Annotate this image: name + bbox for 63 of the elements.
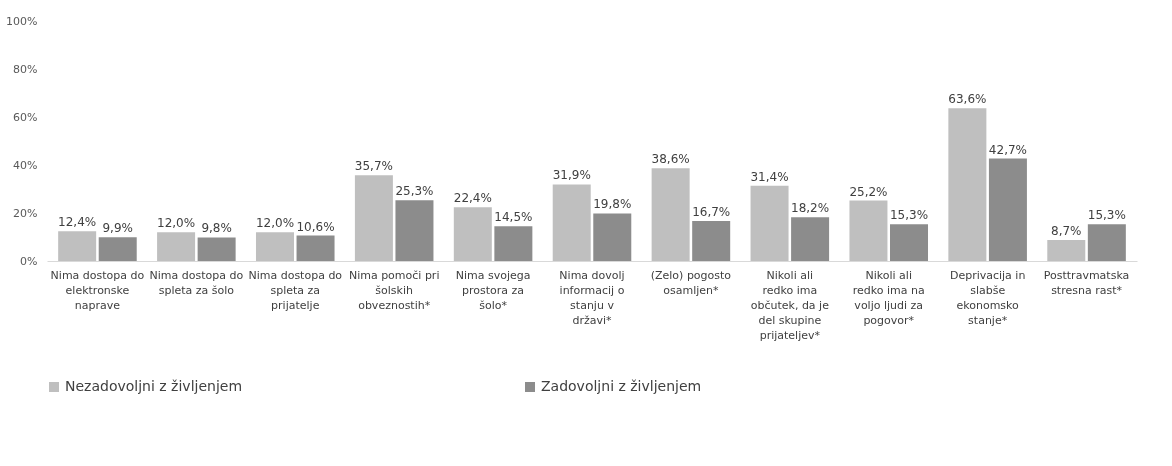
legend-label: Nezadovoljni z življenjem — [65, 378, 243, 394]
bar — [791, 217, 830, 261]
y-tick-label: 80% — [13, 62, 38, 76]
bar — [692, 220, 731, 261]
data-label: 31,4% — [750, 169, 789, 184]
bar — [354, 175, 393, 261]
bar — [593, 213, 632, 261]
y-tick-label: 20% — [13, 206, 38, 220]
bar — [890, 224, 929, 261]
x-tick-label: (Zelo) pogosto osamljen* — [650, 268, 732, 297]
data-label: 15,3% — [889, 208, 929, 223]
bar — [197, 237, 236, 261]
bar — [849, 200, 888, 261]
data-label: 10,6% — [296, 219, 335, 234]
data-label: 15,3% — [1087, 208, 1126, 223]
bar — [255, 232, 294, 261]
bar — [552, 184, 591, 261]
bar — [988, 158, 1027, 261]
data-label: 25,2% — [849, 184, 888, 199]
data-label: 42,7% — [988, 142, 1027, 157]
x-tick-label: Nima dovolj informacij o stanju v državi* — [559, 268, 625, 327]
bar — [651, 168, 690, 261]
legend-label: Zadovoljni z življenjem — [541, 378, 702, 394]
x-tick-label: Nima dostopa do elektronske naprave — [50, 268, 145, 312]
data-label: 12,0% — [157, 216, 196, 231]
bar — [1087, 224, 1126, 261]
bar — [1047, 240, 1086, 261]
data-label: 12,4% — [58, 215, 97, 230]
x-tick-label: Nikoli ali redko ima na voljo ljudi za pogovor* — [852, 268, 925, 327]
bar — [157, 232, 196, 261]
y-tick-label: 60% — [13, 110, 38, 124]
x-tick-label: Nima svojega prostora za šolo* — [455, 268, 531, 312]
data-label: 12,0% — [255, 216, 295, 231]
x-tick-label: Nikoli ali redko ima občutek, da je del skupine prijateljev* — [750, 268, 830, 342]
data-label: 19,8% — [593, 197, 632, 212]
bar — [750, 185, 789, 261]
bar — [494, 226, 533, 261]
data-label: 8,7% — [1051, 224, 1082, 239]
bar — [453, 207, 492, 261]
data-label: 16,7% — [692, 204, 731, 219]
data-label: 22,4% — [453, 191, 492, 206]
data-label: 63,6% — [948, 92, 987, 107]
x-tick-label: Posttravmatska stresna rast* — [1043, 268, 1130, 297]
data-label: 18,2% — [791, 201, 830, 216]
data-label: 9,9% — [102, 221, 133, 236]
data-label: 31,9% — [552, 168, 591, 183]
bar — [395, 200, 434, 261]
x-tick-label: Nima dostopa do spleta za šolo — [149, 268, 244, 297]
bar — [98, 237, 137, 261]
x-tick-label: Deprivacija in slabše ekonomsko stanje* — [949, 268, 1026, 327]
y-tick-label: 100% — [6, 14, 38, 28]
x-tick-label: Nima dostopa do spleta za prijatelje — [248, 268, 343, 312]
y-tick-label: 40% — [13, 158, 38, 172]
y-tick-label: 0% — [20, 254, 38, 268]
bar — [296, 235, 335, 261]
x-tick-label: Nima pomoči pri šolskih obveznostih* — [348, 268, 440, 312]
data-label: 38,6% — [651, 152, 690, 167]
bar — [948, 108, 987, 261]
data-label: 35,7% — [354, 159, 393, 174]
data-label: 9,8% — [201, 221, 232, 236]
data-label: 14,5% — [494, 210, 533, 225]
bar — [58, 231, 97, 261]
data-label: 25,3% — [395, 184, 434, 199]
